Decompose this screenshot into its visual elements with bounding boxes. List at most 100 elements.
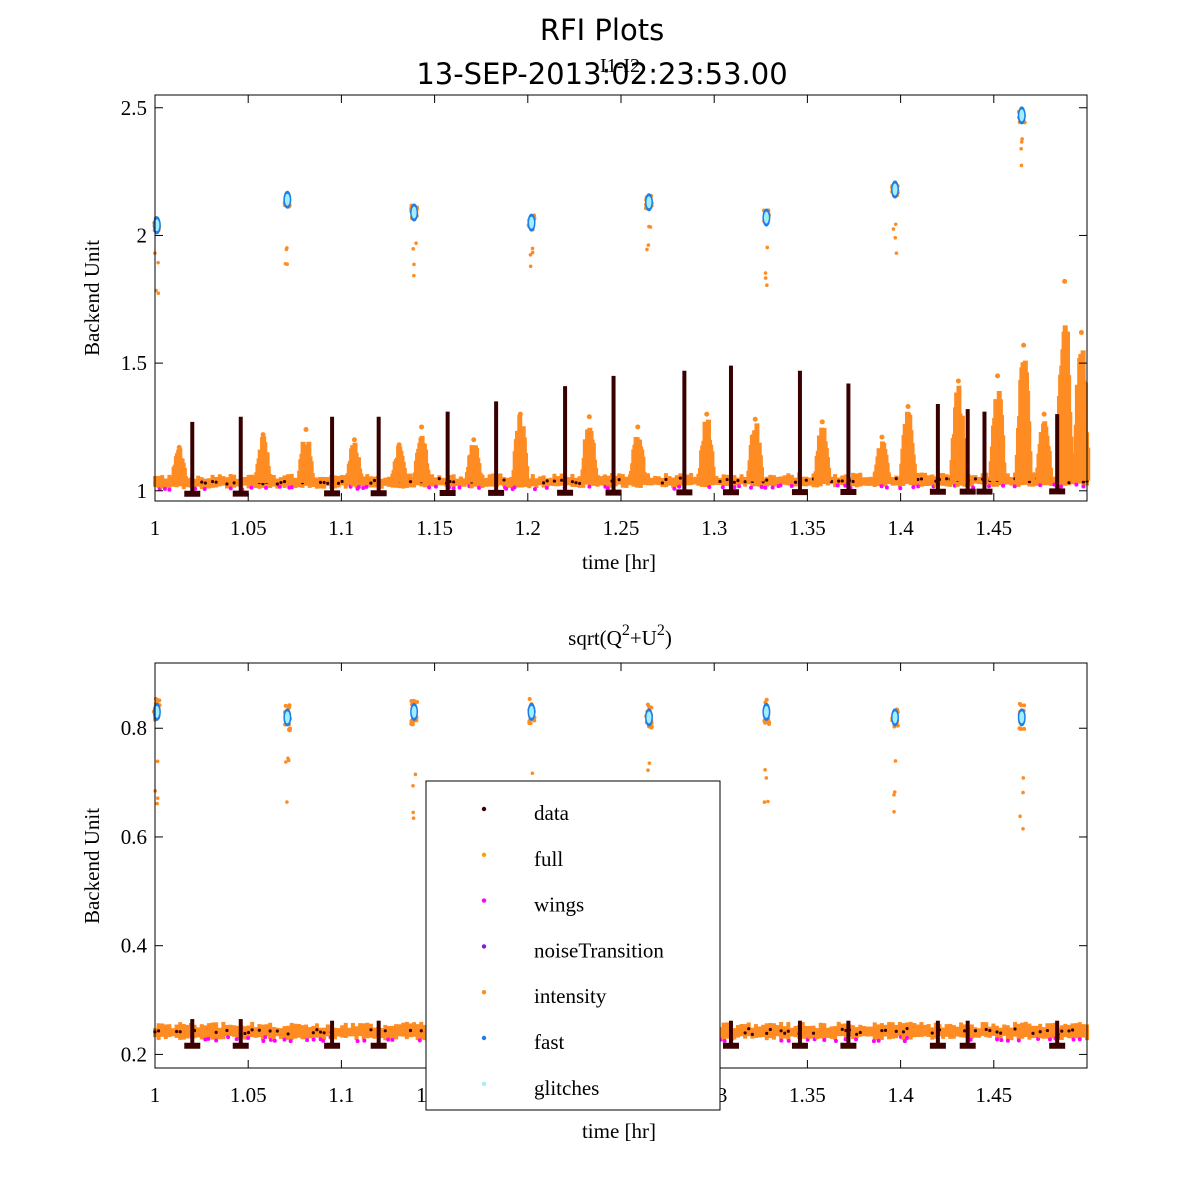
intensity-point [879,434,885,440]
intensity-outlier [893,759,898,763]
wings-point [605,486,610,491]
wings-point [162,486,167,491]
data-point [275,1029,279,1033]
data-point [750,1032,754,1036]
x-axis-label-bottom: time [hr] [582,1119,656,1143]
legend-label-intensity: intensity [534,984,607,1008]
intensity-outlier [892,810,896,814]
data-point [901,1030,906,1034]
intensity-outlier [762,800,767,804]
y-tick-label: 1 [137,479,148,503]
data-point [178,1030,182,1034]
intensity-point [176,444,182,450]
wings-point [1081,484,1086,489]
y-tick-label: 0.8 [121,716,147,740]
glitches-cluster [763,705,769,718]
intensity-outlier [892,790,897,794]
intensity-outlier [893,222,898,227]
data-point [804,478,808,482]
wings-point [246,1035,251,1040]
wings-point [282,1037,287,1042]
wings-point [544,485,549,490]
intensity-point [819,419,825,425]
wings-point [504,486,509,491]
intensity-outlier [528,252,533,257]
glitches-cluster [411,705,417,718]
intensity-outlier [412,262,416,267]
data-point [552,479,557,483]
intensity-outlier [285,800,289,804]
wings-point [433,484,438,489]
wings-point [289,485,294,490]
data-point [617,477,621,482]
intensity-outlier [285,262,289,266]
intensity-outlier [766,799,770,804]
glitches-cluster [646,711,652,724]
x-tick-label: 1.15 [416,516,453,540]
intensity-point [287,703,292,708]
data-point [203,481,207,485]
panel-polarization: sqrt(Q2+U2) 11.051.11.151.21.251.31.351.… [80,622,1089,1143]
data-point [246,1030,251,1035]
wings-point [356,485,361,490]
figure-subtitle: 13-SEP-2013:02:23:53.00 [416,57,787,91]
data-point [1038,1030,1042,1034]
data-point [1045,1028,1050,1033]
wings-point [288,1039,293,1044]
x-tick-label: 1.4 [887,516,914,540]
intensity-point [905,404,911,410]
intensity-point [752,416,758,422]
legend-label-fast: fast [534,1030,564,1054]
intensity-outlier [285,246,289,250]
wings-point [822,1037,827,1042]
wings-point [228,486,233,491]
wings-point [477,485,482,490]
intensity-point [1021,342,1027,348]
wings-point [707,485,712,490]
y-tick-label: 2 [137,223,148,247]
data-point [275,482,279,486]
data-point [736,479,740,483]
data-point [225,1028,229,1033]
intensity-outlier [155,801,159,806]
x-tick-label: 1.2 [515,516,541,540]
intensity-outlier [1018,814,1022,819]
data-point [768,1027,772,1032]
overlap-label: I1-I2 [600,55,640,77]
data-point [437,477,441,481]
legend: data full wings noiseTransition intensity fas… [425,780,721,1111]
wings-point [871,1039,876,1044]
intensity-point [1041,411,1047,417]
intensity-outlier [763,271,768,275]
data-point [340,479,344,484]
legend-marker-full [481,852,487,857]
data-point [725,477,729,482]
intensity-point [1022,726,1027,731]
intensity-point [1078,329,1084,335]
glitches-cluster [1019,711,1025,724]
data-point [1067,481,1071,485]
intensity-point [767,722,772,727]
intensity-point [517,411,523,417]
intensity-outlier [411,783,415,788]
intensity-point [351,437,357,443]
y-tick-label: 0.6 [121,825,147,849]
intensity-point [260,432,266,438]
data-point [452,480,456,484]
intensity-outlier [530,771,535,776]
wings-point [854,1037,859,1042]
wings-point [457,485,462,490]
data-point [718,479,722,484]
wings-point [1077,1037,1082,1042]
glitches-cluster [411,206,417,219]
wings-point [779,1038,784,1043]
intensity-outlier [155,759,160,764]
intensity-outlier [894,251,899,255]
data-point [545,479,549,483]
legend-label-wings: wings [534,893,584,917]
data-point [1060,1029,1064,1033]
panel-bottom-title: sqrt(Q2+U2) [568,622,672,650]
intensity-point [1022,703,1027,708]
intensity-outlier [414,241,418,245]
